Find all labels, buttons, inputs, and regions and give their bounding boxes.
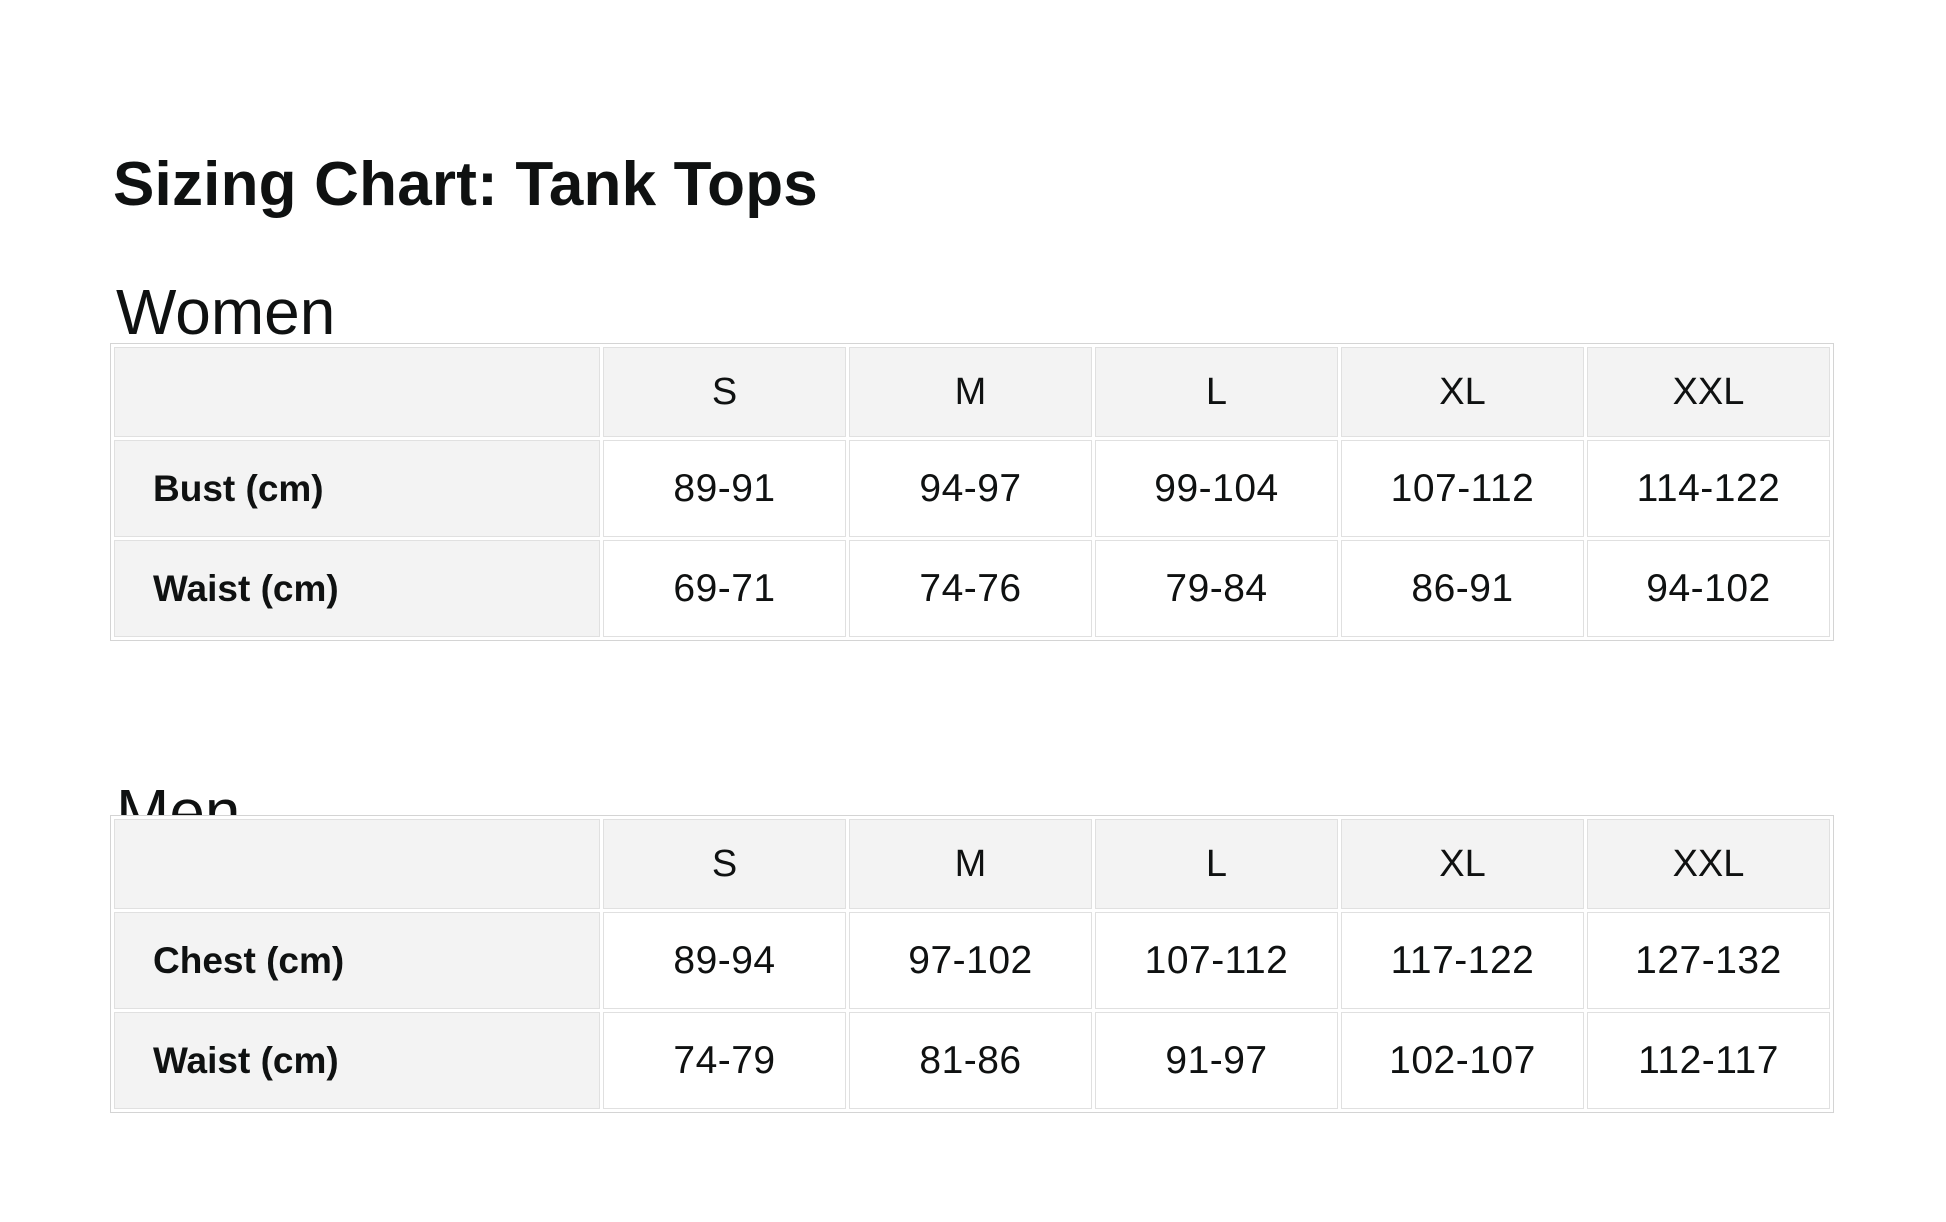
waist-value-xl: 102-107: [1341, 1012, 1584, 1109]
column-header-l: L: [1095, 819, 1338, 909]
column-header-xxl: XXL: [1587, 347, 1830, 437]
section-heading-women: Women: [116, 276, 336, 349]
column-header-m: M: [849, 819, 1092, 909]
bust-value-s: 89-91: [603, 440, 846, 537]
men-size-table: S M L XL XXL Chest (cm) 89-94 97-102 107…: [110, 815, 1834, 1113]
chest-value-m: 97-102: [849, 912, 1092, 1009]
waist-value-m: 74-76: [849, 540, 1092, 637]
women-size-table: S M L XL XXL Bust (cm) 89-91 94-97 99-10…: [110, 343, 1834, 641]
column-header-l: L: [1095, 347, 1338, 437]
page-title: Sizing Chart: Tank Tops: [113, 149, 818, 219]
bust-value-xxl: 114-122: [1587, 440, 1830, 537]
column-header-xl: XL: [1341, 819, 1584, 909]
table-row-chest: Chest (cm) 89-94 97-102 107-112 117-122 …: [114, 912, 1830, 1009]
table-row: S M L XL XXL: [114, 347, 1830, 437]
waist-value-s: 74-79: [603, 1012, 846, 1109]
chest-value-s: 89-94: [603, 912, 846, 1009]
column-header-xxl: XXL: [1587, 819, 1830, 909]
table-row-bust: Bust (cm) 89-91 94-97 99-104 107-112 114…: [114, 440, 1830, 537]
waist-value-s: 69-71: [603, 540, 846, 637]
men-table-header: S M L XL XXL: [114, 819, 1830, 909]
corner-cell: [114, 347, 600, 437]
row-label-bust: Bust (cm): [114, 440, 600, 537]
row-label-chest: Chest (cm): [114, 912, 600, 1009]
waist-value-xxl: 94-102: [1587, 540, 1830, 637]
column-header-s: S: [603, 347, 846, 437]
waist-value-xxl: 112-117: [1587, 1012, 1830, 1109]
table-row-waist: Waist (cm) 69-71 74-76 79-84 86-91 94-10…: [114, 540, 1830, 637]
waist-value-l: 91-97: [1095, 1012, 1338, 1109]
chest-value-l: 107-112: [1095, 912, 1338, 1009]
chest-value-xl: 117-122: [1341, 912, 1584, 1009]
waist-value-l: 79-84: [1095, 540, 1338, 637]
waist-value-xl: 86-91: [1341, 540, 1584, 637]
table-row: S M L XL XXL: [114, 819, 1830, 909]
bust-value-xl: 107-112: [1341, 440, 1584, 537]
column-header-m: M: [849, 347, 1092, 437]
bust-value-m: 94-97: [849, 440, 1092, 537]
waist-value-m: 81-86: [849, 1012, 1092, 1109]
row-label-waist: Waist (cm): [114, 540, 600, 637]
corner-cell: [114, 819, 600, 909]
women-table-header: S M L XL XXL: [114, 347, 1830, 437]
column-header-xl: XL: [1341, 347, 1584, 437]
column-header-s: S: [603, 819, 846, 909]
bust-value-l: 99-104: [1095, 440, 1338, 537]
chest-value-xxl: 127-132: [1587, 912, 1830, 1009]
table-row-waist: Waist (cm) 74-79 81-86 91-97 102-107 112…: [114, 1012, 1830, 1109]
row-label-waist: Waist (cm): [114, 1012, 600, 1109]
